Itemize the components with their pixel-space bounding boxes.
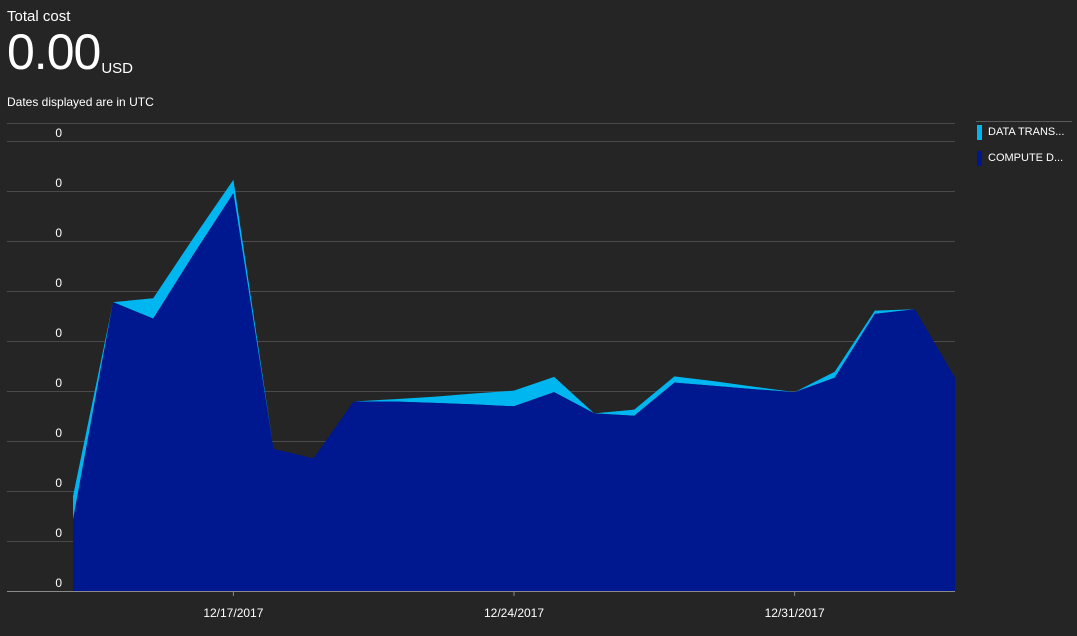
x-tick-label: 12/17/2017	[203, 606, 263, 620]
legend-swatch-data-transfer	[977, 124, 982, 140]
currency-unit: USD	[101, 60, 133, 77]
y-tick-label: 0	[55, 276, 62, 290]
y-tick-label: 0	[55, 326, 62, 340]
axes: 12/17/2017 12/24/2017 12/31/2017	[7, 591, 955, 620]
legend-divider	[976, 121, 1072, 122]
y-tick-label: 0	[55, 526, 62, 540]
stacked-areas	[73, 179, 955, 591]
y-tick-label: 0	[55, 476, 62, 490]
area-compute	[73, 193, 955, 591]
legend-item-data-transfer[interactable]: DATA TRANS...	[977, 124, 1064, 140]
x-tick-label: 12/31/2017	[765, 606, 825, 620]
cost-summary: Total cost 0.00 USD	[7, 8, 133, 77]
x-tick-label: 12/24/2017	[484, 606, 544, 620]
y-tick-label: 0	[55, 176, 62, 190]
y-tick-label: 0	[55, 376, 62, 390]
total-cost-label: Total cost	[7, 8, 71, 25]
total-cost-row: 0.00 USD	[7, 27, 133, 77]
total-cost-value: 0.00	[7, 24, 101, 80]
y-tick-label: 0	[55, 576, 62, 590]
utc-note: Dates displayed are in UTC	[7, 95, 154, 109]
y-tick-label: 0	[55, 226, 62, 240]
legend-item-compute[interactable]: COMPUTE D...	[977, 150, 1063, 166]
y-tick-label: 0	[55, 126, 62, 140]
y-tick-label: 0	[55, 426, 62, 440]
legend-swatch-compute	[977, 150, 982, 166]
legend-label-compute: COMPUTE D...	[988, 152, 1064, 164]
legend-label-data-transfer: DATA TRANS...	[988, 126, 1065, 138]
